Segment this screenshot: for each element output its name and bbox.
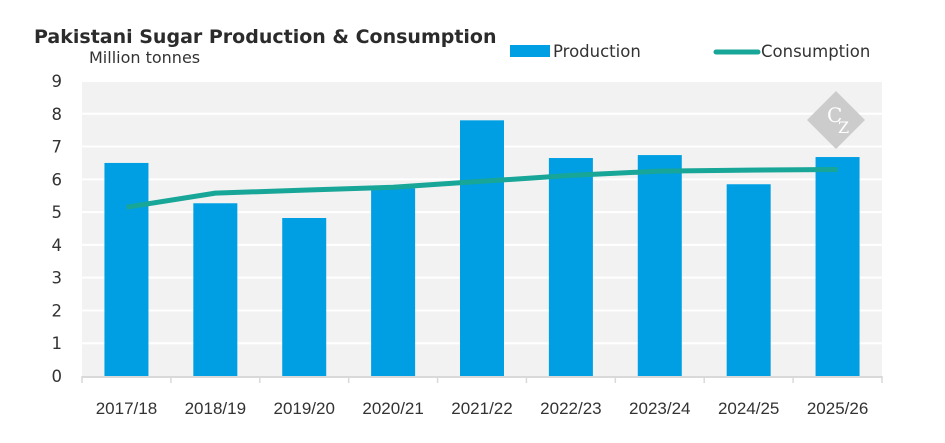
logo-letter-c: C: [827, 103, 842, 127]
x-tick-label: 2021/22: [451, 399, 512, 418]
y-tick-label: 3: [52, 269, 63, 288]
legend-swatch-production: [510, 45, 550, 57]
x-tick-label: 2022/23: [540, 399, 601, 418]
production-bar: [548, 158, 593, 376]
legend-label-consumption: Consumption: [761, 42, 870, 61]
consumption-line-group: [126, 167, 838, 210]
production-bar: [104, 162, 149, 376]
y-tick-label: 4: [52, 236, 63, 255]
x-tick-label: 2025/26: [807, 399, 868, 418]
x-tick-label: 2024/25: [718, 399, 779, 418]
y-tick-label: 9: [52, 72, 63, 91]
x-tick-label: 2018/19: [185, 399, 246, 418]
legend: Production Consumption: [510, 42, 870, 61]
x-tick-label: 2017/18: [96, 399, 157, 418]
y-axis-ticks: 0 1 2 3 4 5 6 7 8 9: [52, 72, 63, 386]
production-bar: [371, 188, 416, 376]
x-tick-label: 2019/20: [273, 399, 334, 418]
production-bar: [460, 120, 504, 376]
logo-letter-z: Z: [838, 118, 849, 137]
legend-item-consumption: Consumption: [713, 42, 870, 61]
x-axis: [81, 376, 883, 383]
production-bar: [726, 184, 771, 376]
chart-title: Pakistani Sugar Production & Consumption: [34, 26, 497, 48]
production-bar: [815, 157, 860, 376]
y-tick-label: 7: [52, 138, 63, 157]
chart-subtitle: Million tonnes: [89, 48, 200, 67]
cz-logo-icon: C Z: [807, 91, 865, 149]
y-tick-label: 2: [52, 301, 63, 320]
x-tick-label: 2020/21: [362, 399, 423, 418]
y-tick-label: 5: [52, 203, 63, 222]
legend-item-production: Production: [510, 42, 641, 61]
production-bars: [104, 120, 860, 376]
production-bar: [637, 155, 682, 376]
y-tick-label: 0: [52, 367, 63, 386]
y-tick-label: 8: [52, 105, 63, 124]
y-tick-label: 1: [52, 334, 63, 353]
production-bar: [193, 203, 238, 376]
x-axis-ticks: 2017/18 2018/19 2019/20 2020/21 2021/22 2022/…: [96, 399, 869, 418]
x-tick-label: 2023/24: [629, 399, 690, 418]
production-bar: [282, 218, 327, 376]
legend-label-production: Production: [553, 42, 641, 61]
y-tick-label: 6: [52, 170, 63, 189]
